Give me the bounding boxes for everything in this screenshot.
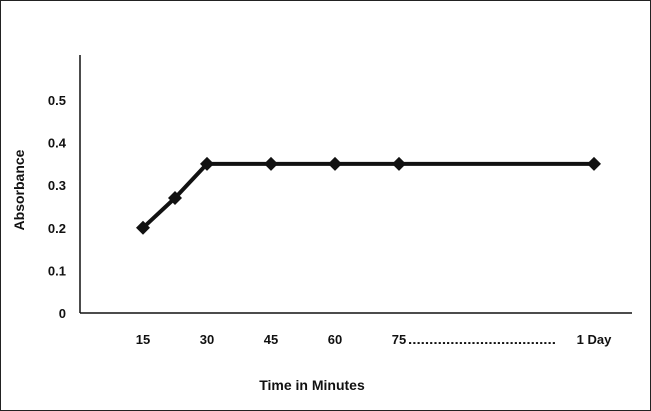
x-axis-break-dots: ................................... <box>408 332 556 347</box>
x-tick-label: 60 <box>328 332 342 347</box>
data-point <box>328 156 342 171</box>
data-point <box>392 156 406 171</box>
data-point <box>136 220 150 235</box>
data-point <box>168 190 182 205</box>
x-tick-label: 30 <box>200 332 214 347</box>
y-tick-label: 0.5 <box>48 93 66 108</box>
x-tick-label: 75 <box>392 332 406 347</box>
y-tick-label: 0.2 <box>48 221 66 236</box>
data-point <box>264 156 278 171</box>
y-tick-labels: 0 0.1 0.2 0.3 0.4 0.5 <box>48 93 67 321</box>
y-tick-label: 0 <box>59 306 66 321</box>
y-tick-label: 0.1 <box>48 263 66 278</box>
x-tick-label: 15 <box>136 332 150 347</box>
y-axis-title: Absorbance <box>11 149 27 230</box>
series-group <box>136 156 601 235</box>
data-point <box>200 156 214 171</box>
x-tick-label: 1 Day <box>577 332 612 347</box>
x-axis-title: Time in Minutes <box>259 377 365 393</box>
axes <box>79 55 632 314</box>
y-tick-label: 0.3 <box>48 178 66 193</box>
series-line <box>141 161 594 230</box>
x-tick-label: 45 <box>264 332 278 347</box>
y-tick-label: 0.4 <box>48 136 67 151</box>
x-tick-labels: 15 30 45 60 75 1 Day <box>136 332 612 347</box>
data-point <box>587 156 601 171</box>
